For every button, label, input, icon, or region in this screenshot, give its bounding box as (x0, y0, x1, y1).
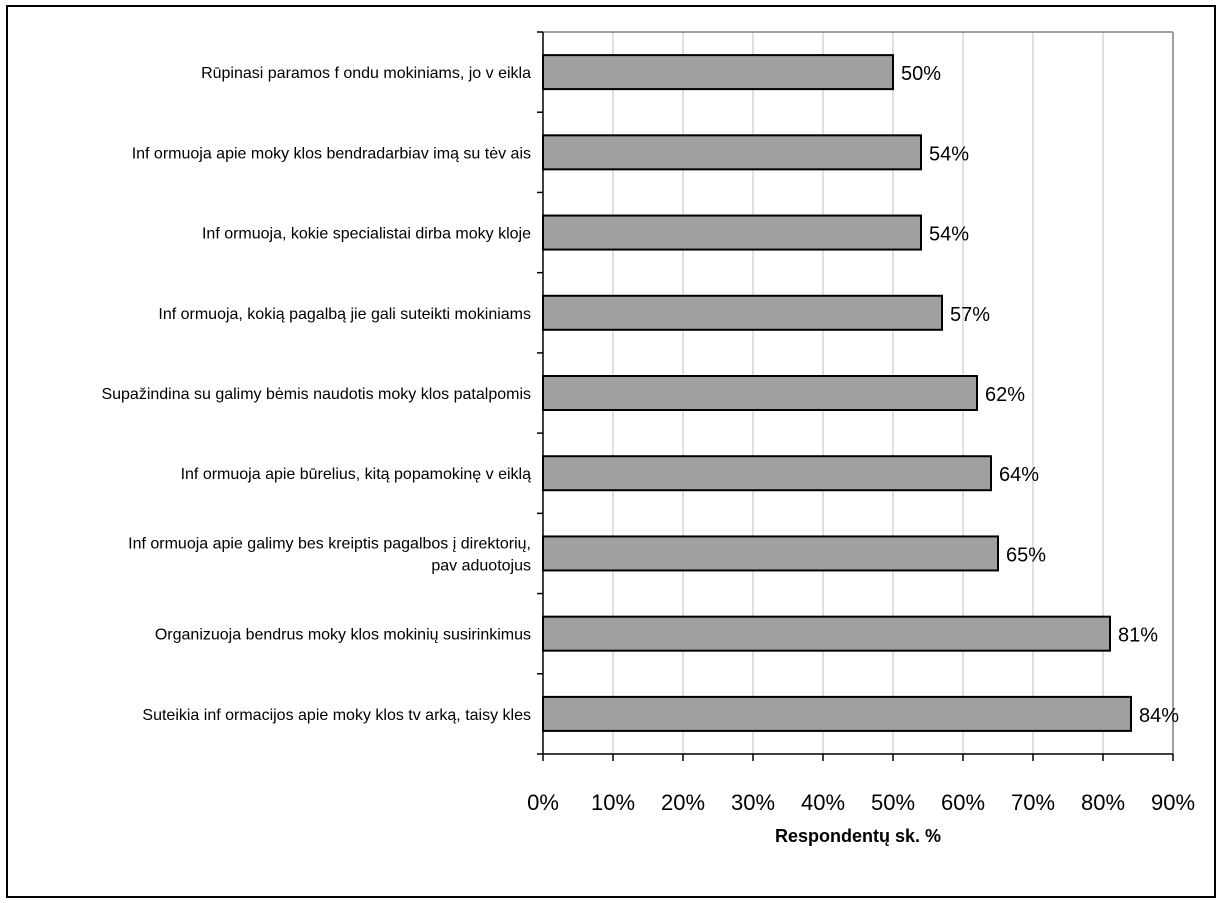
category-label: Inf ormuoja, kokią pagalbą jie gali sute… (158, 306, 531, 323)
bar (542, 455, 992, 492)
axes (537, 31, 1174, 761)
category-label: Supažindina su galimy bėmis naudotis mok… (101, 386, 531, 403)
x-tick-label: 50% (871, 790, 915, 815)
x-tick-label: 80% (1081, 790, 1125, 815)
bar (542, 535, 999, 572)
x-tick-label: 0% (527, 790, 559, 815)
bar (542, 615, 1111, 652)
x-tick-label: 90% (1151, 790, 1195, 815)
bar (542, 294, 943, 331)
category-label: Organizuoja bendrus moky klos mokinių su… (155, 627, 531, 644)
data-label: 54% (929, 143, 969, 165)
category-label: Suteikia inf ormacijos apie moky klos tv… (142, 707, 531, 724)
bar (542, 695, 1132, 732)
data-label: 84% (1139, 705, 1179, 727)
x-tick-label: 40% (801, 790, 845, 815)
category-label: pav aduotojus (431, 557, 531, 574)
bars (542, 54, 1132, 732)
category-label: Inf ormuoja apie galimy bes kreiptis pag… (128, 535, 531, 552)
x-tick-label: 60% (941, 790, 985, 815)
category-label: Rūpinasi paramos f ondu mokiniams, jo v … (201, 65, 531, 82)
bar (542, 134, 922, 171)
bar (542, 375, 978, 411)
data-label: 65% (1006, 544, 1046, 566)
category-label: Inf ormuoja apie moky klos bendradarbiav… (132, 145, 531, 162)
data-label: 81% (1118, 625, 1158, 647)
data-label: 64% (999, 464, 1039, 486)
bar (542, 214, 922, 251)
x-tick-label: 30% (731, 790, 775, 815)
data-label: 62% (985, 384, 1025, 406)
data-label: 54% (929, 224, 969, 246)
x-axis-title: Respondentų sk. % (775, 826, 941, 846)
category-label: Inf ormuoja apie būrelius, kitą popamoki… (181, 466, 532, 483)
x-tick-label: 10% (591, 790, 635, 815)
labels: 50% Rūpinasi paramos f ondu mokiniams, jo… (101, 63, 1195, 815)
data-label: 50% (901, 63, 941, 85)
x-tick-label: 70% (1011, 790, 1055, 815)
category-label: Inf ormuoja, kokie specialistai dirba mo… (202, 226, 531, 243)
x-tick-label: 20% (661, 790, 705, 815)
bar (542, 54, 894, 91)
data-label: 57% (950, 304, 990, 326)
